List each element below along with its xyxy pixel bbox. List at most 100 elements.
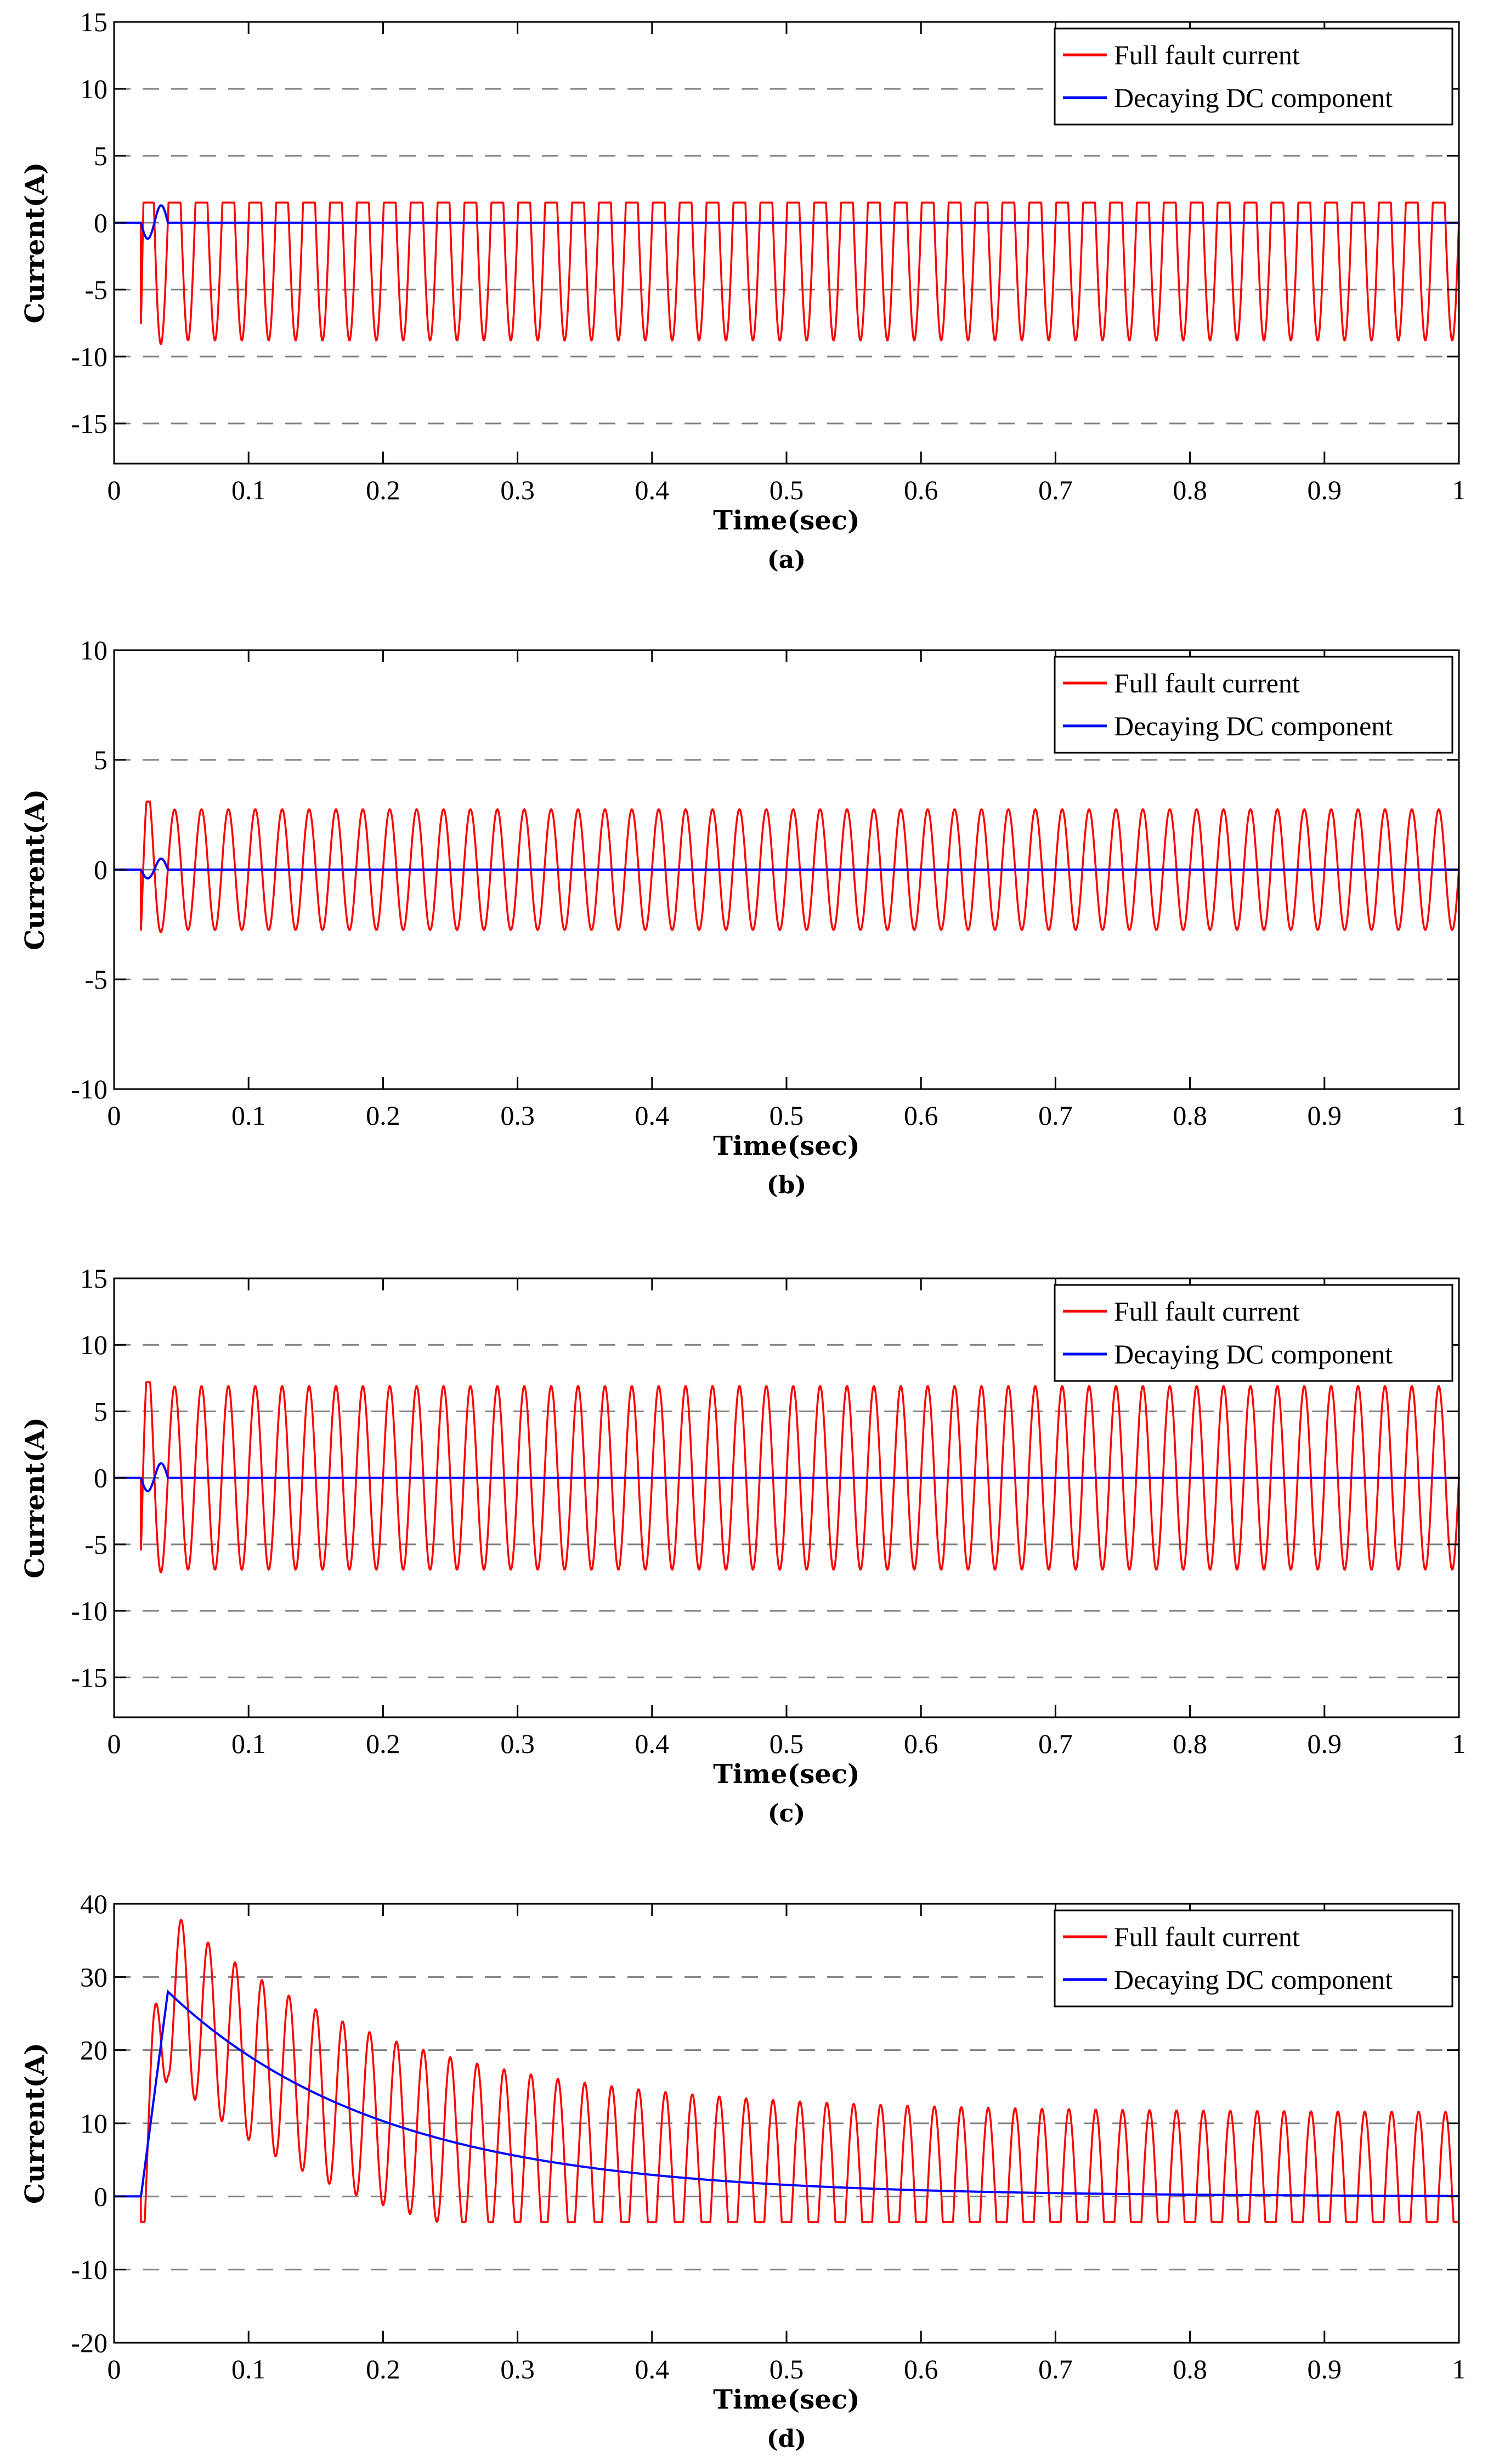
panel-label: (c) — [768, 1800, 805, 1828]
y-tick-label: -10 — [71, 1595, 108, 1626]
x-tick-label: 1 — [1452, 1100, 1466, 1131]
legend: Full fault current Decaying DC component — [1054, 1284, 1453, 1382]
y-tick-label: 20 — [80, 2035, 108, 2066]
x-tick-label: 0.2 — [366, 1728, 400, 1759]
x-tick-label: 0 — [108, 475, 121, 505]
x-tick-label: 0.3 — [500, 2354, 535, 2384]
chart-panel-a: 0 0.1 0.2 0.3 0.4 0.5 0.6 0.7 0.8 0.9 1 15 10 5 0 -5 -10… — [20, 7, 1466, 574]
legend-entry: Full fault current — [1114, 668, 1300, 698]
x-tick-label: 0 — [108, 1728, 121, 1759]
x-tick-label: 0.5 — [770, 475, 804, 505]
legend-entry: Decaying DC component — [1114, 711, 1393, 741]
x-tick-label: 0.1 — [231, 475, 266, 505]
x-axis-label: Time(sec) — [713, 1131, 860, 1161]
y-tick-label: 0 — [94, 854, 108, 885]
y-tick-label: 5 — [94, 745, 108, 775]
y-axis-label: Current(A) — [20, 162, 50, 324]
x-tick-label: 1 — [1452, 1728, 1466, 1759]
legend-entry: Decaying DC component — [1114, 1339, 1393, 1369]
x-tick-label: 0.4 — [635, 1100, 670, 1131]
legend-entry: Full fault current — [1114, 1921, 1300, 1952]
x-tick-label: 1 — [1452, 2354, 1466, 2384]
y-tick-label: -5 — [84, 1529, 108, 1560]
series-decaying-dc-component — [114, 1989, 1459, 2198]
y-tick-label: -20 — [71, 2327, 108, 2358]
y-tick-label: -5 — [84, 964, 108, 995]
y-tick-label: 0 — [94, 1463, 108, 1493]
x-tick-label: 0.4 — [635, 475, 670, 505]
x-tick-label: 0.1 — [231, 1100, 266, 1131]
y-tick-label: -10 — [71, 341, 108, 372]
y-tick-label: -15 — [71, 1662, 108, 1693]
y-tick-label: -10 — [71, 2254, 108, 2285]
legend: Full fault current Decaying DC component — [1054, 656, 1453, 754]
x-tick-label: 0 — [108, 2354, 121, 2384]
chart-panel-d: 0 0.1 0.2 0.3 0.4 0.5 0.6 0.7 0.8 0.9 1 40 30 20 10 0 -1… — [20, 1888, 1466, 2453]
x-tick-label: 0.2 — [366, 1100, 400, 1131]
legend-entry: Full fault current — [1114, 40, 1300, 70]
x-tick-label: 0.4 — [635, 1728, 670, 1759]
legend: Full fault current Decaying DC component — [1054, 27, 1453, 126]
y-tick-label: 5 — [94, 140, 108, 171]
chart-panel-c: 0 0.1 0.2 0.3 0.4 0.5 0.6 0.7 0.8 0.9 1 15 10 5 0 -5 -10… — [20, 1263, 1466, 1828]
x-axis-label: Time(sec) — [713, 2384, 860, 2415]
x-tick-label: 0.8 — [1173, 475, 1207, 505]
x-tick-label: 0.9 — [1308, 1728, 1342, 1759]
y-tick-label: 5 — [94, 1396, 108, 1426]
x-tick-label: 0.8 — [1173, 1728, 1207, 1759]
y-axis-label: Current(A) — [20, 789, 50, 950]
x-tick-label: 0.2 — [366, 475, 400, 505]
y-tick-label: 15 — [80, 7, 108, 37]
y-tick-label: 0 — [94, 2181, 108, 2212]
x-tick-label: 0.7 — [1038, 475, 1073, 505]
x-tick-label: 0.3 — [500, 1728, 535, 1759]
x-tick-label: 0.7 — [1038, 2354, 1073, 2384]
y-tick-label: 10 — [80, 635, 108, 666]
x-tick-label: 0.9 — [1308, 2354, 1342, 2384]
y-tick-label: 15 — [80, 1263, 108, 1294]
x-tick-label: 0 — [108, 1100, 121, 1131]
x-tick-label: 0.9 — [1308, 1100, 1342, 1131]
x-tick-label: 0.6 — [904, 1728, 938, 1759]
x-tick-label: 0.9 — [1308, 475, 1342, 505]
panel-label: (d) — [767, 2425, 806, 2453]
x-tick-label: 0.8 — [1173, 1100, 1207, 1131]
chart-panel-b: 0 0.1 0.2 0.3 0.4 0.5 0.6 0.7 0.8 0.9 1 10 5 0 -5 -10 Ti… — [20, 635, 1466, 1199]
x-tick-label: 0.4 — [635, 2354, 670, 2384]
x-tick-label: 0.1 — [231, 2354, 266, 2384]
y-tick-label: -10 — [71, 1074, 108, 1104]
legend-entry: Decaying DC component — [1114, 82, 1393, 113]
legend-box — [1054, 1284, 1453, 1382]
y-axis-label: Current(A) — [20, 2043, 50, 2204]
x-tick-label: 1 — [1452, 475, 1466, 505]
x-axis-label: Time(sec) — [713, 505, 860, 536]
y-tick-label: 40 — [80, 1888, 108, 1919]
x-tick-label: 0.3 — [500, 1100, 535, 1131]
x-tick-label: 0.2 — [366, 2354, 400, 2384]
series-decaying-dc-component — [114, 204, 1459, 240]
legend-box — [1054, 27, 1453, 126]
x-tick-label: 0.7 — [1038, 1100, 1073, 1131]
x-axis-label: Time(sec) — [713, 1759, 860, 1790]
series-full-fault-current — [113, 1919, 1460, 2223]
y-tick-label: 10 — [80, 2108, 108, 2139]
x-tick-label: 0.5 — [770, 1728, 804, 1759]
y-tick-label: 0 — [94, 207, 108, 238]
y-tick-label: 10 — [80, 1329, 108, 1360]
x-tick-label: 0.3 — [500, 475, 535, 505]
legend-box — [1054, 656, 1453, 754]
legend-entry: Full fault current — [1114, 1296, 1300, 1327]
x-tick-label: 0.8 — [1173, 2354, 1207, 2384]
series-decaying-dc-component — [114, 1462, 1459, 1492]
legend: Full fault current Decaying DC component — [1054, 1909, 1453, 2008]
y-axis-label: Current(A) — [20, 1417, 50, 1578]
x-tick-label: 0.6 — [904, 475, 938, 505]
x-tick-label: 0.6 — [904, 1100, 938, 1131]
panel-label: (b) — [767, 1171, 806, 1199]
y-tick-label: 30 — [80, 1961, 108, 1992]
x-tick-label: 0.6 — [904, 2354, 938, 2384]
x-tick-label: 0.5 — [770, 1100, 804, 1131]
series-decaying-dc-component — [114, 857, 1459, 880]
legend-entry: Decaying DC component — [1114, 1964, 1393, 1995]
